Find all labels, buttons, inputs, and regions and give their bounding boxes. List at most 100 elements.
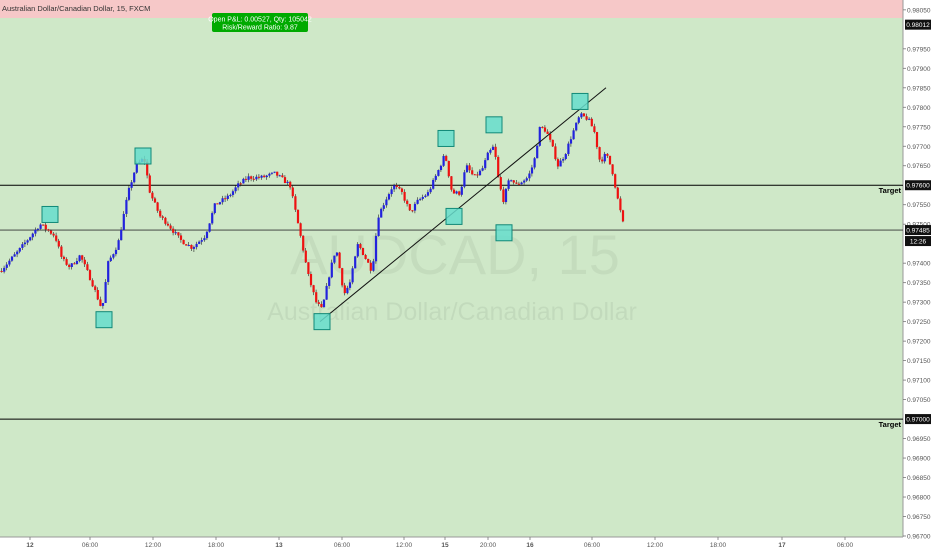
swing-low-marker[interactable] (445, 207, 463, 225)
candle-up (187, 244, 190, 246)
candle-up (439, 165, 443, 171)
swing-high-marker[interactable] (485, 116, 503, 134)
candle-up (221, 198, 224, 203)
candle-up (133, 172, 136, 183)
stop-price-label: 0.98012 (906, 22, 930, 29)
candle-up (211, 213, 214, 224)
candle-up (36, 228, 40, 230)
candle-down (601, 159, 604, 162)
trendline[interactable] (319, 87, 607, 323)
bar-countdown-label: 12:26 (910, 239, 927, 246)
candle-up (588, 118, 591, 120)
candle-down (367, 258, 370, 263)
price-tick-label: 0.97950 (907, 46, 931, 53)
candle-up (442, 155, 445, 166)
swing-low-marker[interactable] (313, 313, 331, 331)
candle-down (263, 175, 266, 178)
price-tick-label: 0.97900 (907, 66, 931, 73)
candle-down (315, 292, 318, 303)
candle-down (47, 229, 50, 231)
swing-high-marker[interactable] (41, 205, 59, 223)
candle-down (473, 174, 476, 176)
time-tick-label: 16 (526, 542, 534, 549)
candle-down (343, 285, 346, 294)
candle-up (101, 302, 105, 306)
candle-down (156, 202, 159, 211)
candle-up (390, 189, 393, 195)
time-tick-label: 12 (26, 542, 34, 549)
candle-down (395, 185, 398, 187)
swing-low-marker[interactable] (495, 224, 513, 242)
candle-down (543, 127, 547, 132)
candle-up (255, 176, 258, 180)
position-info-box[interactable]: Open P&L: 0.00527, Qty: 105042 Risk/Rewa… (208, 13, 312, 32)
candle-down (169, 225, 172, 229)
price-tick-label: 0.97050 (907, 397, 931, 404)
candle-down (585, 116, 588, 120)
candle-down (179, 235, 183, 240)
candle-down (283, 177, 287, 184)
candle-up (247, 176, 250, 180)
candle-down (593, 126, 596, 133)
candle-up (205, 231, 209, 239)
time-tick-label: 13 (275, 542, 283, 549)
candle-down (549, 133, 552, 140)
candle-up (29, 237, 32, 241)
time-tick-label: 18:00 (710, 542, 727, 549)
candle-up (195, 243, 198, 248)
candle-down (619, 198, 622, 211)
candle-down (450, 176, 453, 190)
candle-down (471, 170, 474, 175)
price-tick-label: 0.97750 (907, 124, 931, 131)
target-price-label-2-bg (905, 414, 931, 425)
price-axis-panel[interactable] (903, 0, 932, 537)
last-price-label-bg (905, 225, 931, 236)
candle-up (18, 247, 21, 252)
candle-down (398, 186, 401, 189)
risk-reward-text: Risk/Reward Ratio: 9.87 (222, 25, 298, 32)
candle-down (153, 198, 157, 203)
candle-up (226, 195, 229, 199)
candle-down (86, 264, 89, 271)
candle-up (481, 168, 484, 171)
candle-down (598, 147, 601, 160)
candle-up (31, 233, 34, 238)
candle-up (374, 235, 378, 262)
swing-high-marker[interactable] (571, 92, 589, 110)
candle-up (489, 149, 492, 153)
candle-up (536, 145, 539, 159)
swing-high-marker[interactable] (437, 129, 455, 147)
price-tick-label: 0.97650 (907, 163, 931, 170)
candle-down (497, 156, 500, 178)
candle-up (569, 139, 573, 144)
candle-down (476, 174, 479, 176)
candle-up (117, 240, 120, 250)
candle-up (328, 277, 331, 286)
candle-up (218, 202, 222, 205)
candle-down (320, 303, 323, 308)
swing-high-marker[interactable] (134, 147, 152, 165)
candle-down (403, 191, 406, 201)
price-tick-label: 0.96950 (907, 436, 931, 443)
candle-up (198, 241, 201, 244)
candle-up (463, 172, 466, 187)
candle-up (460, 186, 463, 195)
candle-up (603, 153, 606, 162)
candle-up (520, 182, 523, 185)
candle-up (122, 213, 125, 230)
price-tick-label: 0.97150 (907, 358, 931, 365)
candle-down (515, 182, 518, 184)
candle-up (356, 244, 359, 257)
candle-up (234, 187, 237, 192)
candle-up (13, 254, 16, 257)
candles-group (0, 112, 625, 309)
time-axis-panel[interactable] (0, 537, 932, 550)
candle-up (3, 267, 6, 272)
candle-down (57, 240, 60, 247)
candle-down (512, 180, 515, 183)
candle-down (595, 132, 599, 148)
candle-up (562, 159, 565, 161)
swing-low-marker[interactable] (95, 311, 113, 329)
